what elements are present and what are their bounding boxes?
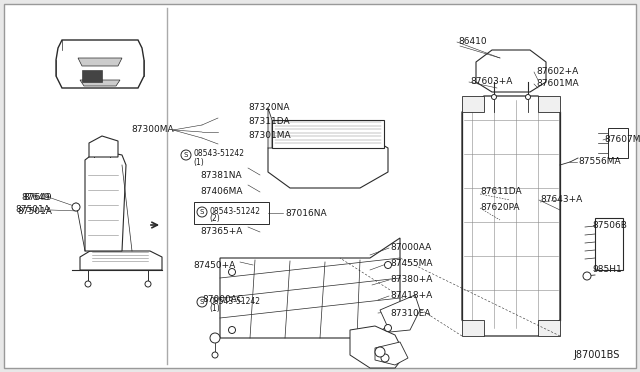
Polygon shape bbox=[268, 132, 388, 188]
Text: 87611DA: 87611DA bbox=[480, 187, 522, 196]
Circle shape bbox=[492, 94, 497, 99]
Polygon shape bbox=[268, 108, 272, 148]
Text: J87001BS: J87001BS bbox=[573, 350, 620, 360]
Polygon shape bbox=[220, 238, 400, 338]
Bar bbox=[595, 218, 623, 270]
Text: 87501A: 87501A bbox=[15, 205, 50, 215]
Text: (1): (1) bbox=[193, 157, 204, 167]
Text: 87556MA: 87556MA bbox=[578, 157, 621, 167]
Text: 87601MA: 87601MA bbox=[536, 80, 579, 89]
Bar bbox=[608, 128, 628, 158]
Text: (2): (2) bbox=[209, 215, 220, 224]
Text: 87501A: 87501A bbox=[17, 208, 52, 217]
Circle shape bbox=[210, 333, 220, 343]
Text: S: S bbox=[184, 152, 188, 158]
Text: 87620PA: 87620PA bbox=[480, 202, 520, 212]
Circle shape bbox=[583, 272, 591, 280]
Text: 87649: 87649 bbox=[24, 193, 52, 202]
Polygon shape bbox=[56, 40, 144, 88]
Text: 87450+A: 87450+A bbox=[193, 260, 236, 269]
Text: 87602+A: 87602+A bbox=[536, 67, 579, 77]
Circle shape bbox=[72, 203, 80, 211]
Text: 87310EA: 87310EA bbox=[390, 308, 431, 317]
Text: 87418+A: 87418+A bbox=[390, 292, 432, 301]
Text: (1): (1) bbox=[209, 305, 220, 314]
Circle shape bbox=[375, 347, 385, 357]
Polygon shape bbox=[82, 70, 102, 82]
Text: 87365+A: 87365+A bbox=[200, 228, 243, 237]
Polygon shape bbox=[85, 150, 126, 251]
Polygon shape bbox=[375, 342, 408, 365]
Circle shape bbox=[525, 94, 531, 99]
Polygon shape bbox=[80, 251, 162, 270]
Text: 87000AA: 87000AA bbox=[390, 244, 431, 253]
Text: S: S bbox=[200, 209, 204, 215]
Polygon shape bbox=[538, 320, 560, 336]
Circle shape bbox=[145, 281, 151, 287]
Text: 87301MA: 87301MA bbox=[248, 131, 291, 141]
Circle shape bbox=[197, 297, 207, 307]
Text: 08543-51242: 08543-51242 bbox=[209, 206, 260, 215]
Polygon shape bbox=[462, 320, 484, 336]
Text: 87607MA: 87607MA bbox=[604, 135, 640, 144]
Text: 87603+A: 87603+A bbox=[470, 77, 513, 87]
Circle shape bbox=[228, 269, 236, 276]
Text: 87311DA: 87311DA bbox=[248, 118, 290, 126]
Circle shape bbox=[228, 327, 236, 334]
Circle shape bbox=[212, 352, 218, 358]
Text: 87016NA: 87016NA bbox=[285, 208, 326, 218]
Circle shape bbox=[181, 150, 191, 160]
Polygon shape bbox=[350, 326, 405, 368]
Polygon shape bbox=[462, 96, 484, 112]
Text: 985H1: 985H1 bbox=[592, 266, 621, 275]
Polygon shape bbox=[272, 120, 384, 148]
Circle shape bbox=[385, 262, 392, 269]
Polygon shape bbox=[78, 58, 122, 66]
Text: 87506B: 87506B bbox=[592, 221, 627, 230]
Circle shape bbox=[381, 354, 389, 362]
Polygon shape bbox=[80, 80, 120, 86]
Bar bbox=[194, 202, 269, 224]
Circle shape bbox=[85, 281, 91, 287]
Text: 87300MA: 87300MA bbox=[131, 125, 174, 135]
Text: 87380+A: 87380+A bbox=[390, 276, 433, 285]
Polygon shape bbox=[476, 50, 546, 92]
Circle shape bbox=[197, 207, 207, 217]
Circle shape bbox=[385, 324, 392, 331]
Text: S: S bbox=[200, 299, 204, 305]
Polygon shape bbox=[538, 96, 560, 112]
Text: 08543-51242: 08543-51242 bbox=[193, 150, 244, 158]
Polygon shape bbox=[380, 295, 420, 332]
Polygon shape bbox=[89, 136, 118, 157]
Polygon shape bbox=[462, 96, 560, 336]
Text: 87649: 87649 bbox=[21, 193, 50, 202]
Text: 87643+A: 87643+A bbox=[540, 196, 582, 205]
Text: 87406MA: 87406MA bbox=[200, 187, 243, 196]
Text: 08543-51242: 08543-51242 bbox=[209, 296, 260, 305]
Text: 87320NA: 87320NA bbox=[248, 103, 289, 112]
Text: 87381NA: 87381NA bbox=[200, 170, 242, 180]
Text: 87455MA: 87455MA bbox=[390, 259, 433, 267]
Text: 86410: 86410 bbox=[458, 38, 486, 46]
Text: 87000AC: 87000AC bbox=[202, 295, 243, 305]
